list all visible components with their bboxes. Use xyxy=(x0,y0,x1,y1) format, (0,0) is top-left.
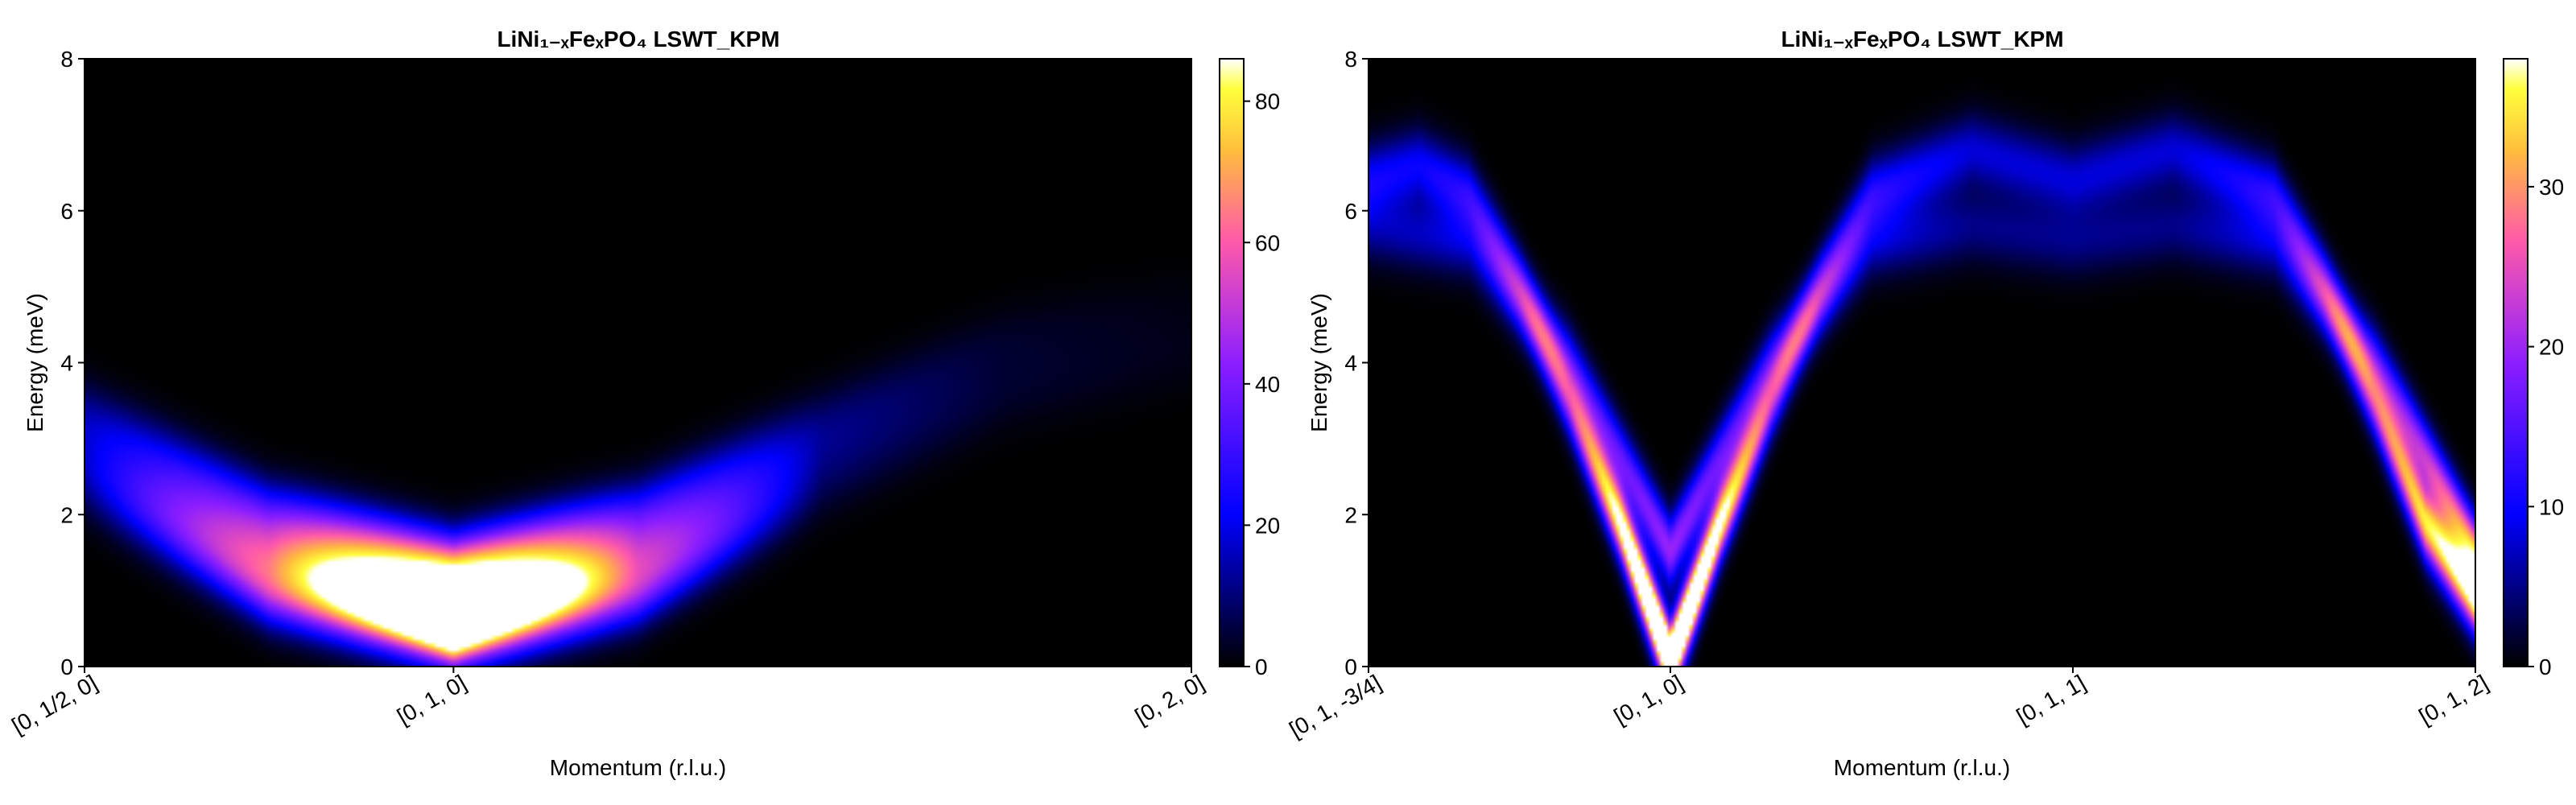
heatmap-image xyxy=(1368,59,2475,667)
y-tick-label: 4 xyxy=(60,351,73,376)
y-tick-label: 0 xyxy=(60,654,73,679)
colorbar-tick-label: 0 xyxy=(1255,654,1268,679)
y-tick-label: 8 xyxy=(1344,47,1357,72)
chart-title: LiNi₁₋ₓFeₓPO₄ LSWT_KPM xyxy=(497,27,779,52)
y-tick-label: 4 xyxy=(1344,351,1357,376)
x-tick-label: [0, 1, 2] xyxy=(2415,670,2492,729)
colorbar-tick-label: 10 xyxy=(2539,494,2564,519)
x-tick-label: [0, 1, 1] xyxy=(2013,670,2090,729)
panel-left: LiNi₁₋ₓFeₓPO₄ LSWT_KPM 0 2 4 6 8 Energy (meV) [… xyxy=(7,27,1280,780)
x-tick-label: [0, 2, 0] xyxy=(1131,670,1208,729)
colorbar-tick-label: 40 xyxy=(1255,372,1280,397)
x-tick-label: [0, 1, 0] xyxy=(1610,670,1687,729)
panel-right: LiNi₁₋ₓFeₓPO₄ LSWT_KPM 0 2 4 6 8 Energy (meV) [… xyxy=(1285,27,2564,780)
colorbar-tick-label: 20 xyxy=(2539,335,2564,360)
y-tick-label: 6 xyxy=(1344,199,1357,224)
y-tick-label: 0 xyxy=(1344,654,1357,679)
y-tick-label: 6 xyxy=(60,199,73,224)
colorbar-tick-label: 0 xyxy=(2539,654,2552,679)
x-tick-label: [0, 1/2, 0] xyxy=(7,670,101,738)
heatmap-image xyxy=(85,59,1191,667)
colorbar xyxy=(2503,58,2529,667)
y-tick-label: 8 xyxy=(60,47,73,72)
x-tick-label: [0, 1, 0] xyxy=(393,670,470,729)
chart-title: LiNi₁₋ₓFeₓPO₄ LSWT_KPM xyxy=(1781,27,2063,52)
y-tick-label: 2 xyxy=(60,502,73,527)
colorbar-tick-label: 30 xyxy=(2539,175,2564,200)
y-tick-label: 2 xyxy=(1344,502,1357,527)
x-axis-label: Momentum (r.l.u.) xyxy=(1834,755,2010,780)
x-axis-label: Momentum (r.l.u.) xyxy=(550,755,726,780)
y-axis-label: Energy (meV) xyxy=(23,293,47,432)
colorbar xyxy=(1219,58,1245,667)
y-axis-label: Energy (meV) xyxy=(1307,293,1331,432)
colorbar-tick-label: 60 xyxy=(1255,230,1280,255)
colorbar-tick-label: 20 xyxy=(1255,513,1280,538)
colorbar-tick-label: 80 xyxy=(1255,89,1280,114)
x-tick-label: [0, 1, -3/4] xyxy=(1285,670,1385,742)
